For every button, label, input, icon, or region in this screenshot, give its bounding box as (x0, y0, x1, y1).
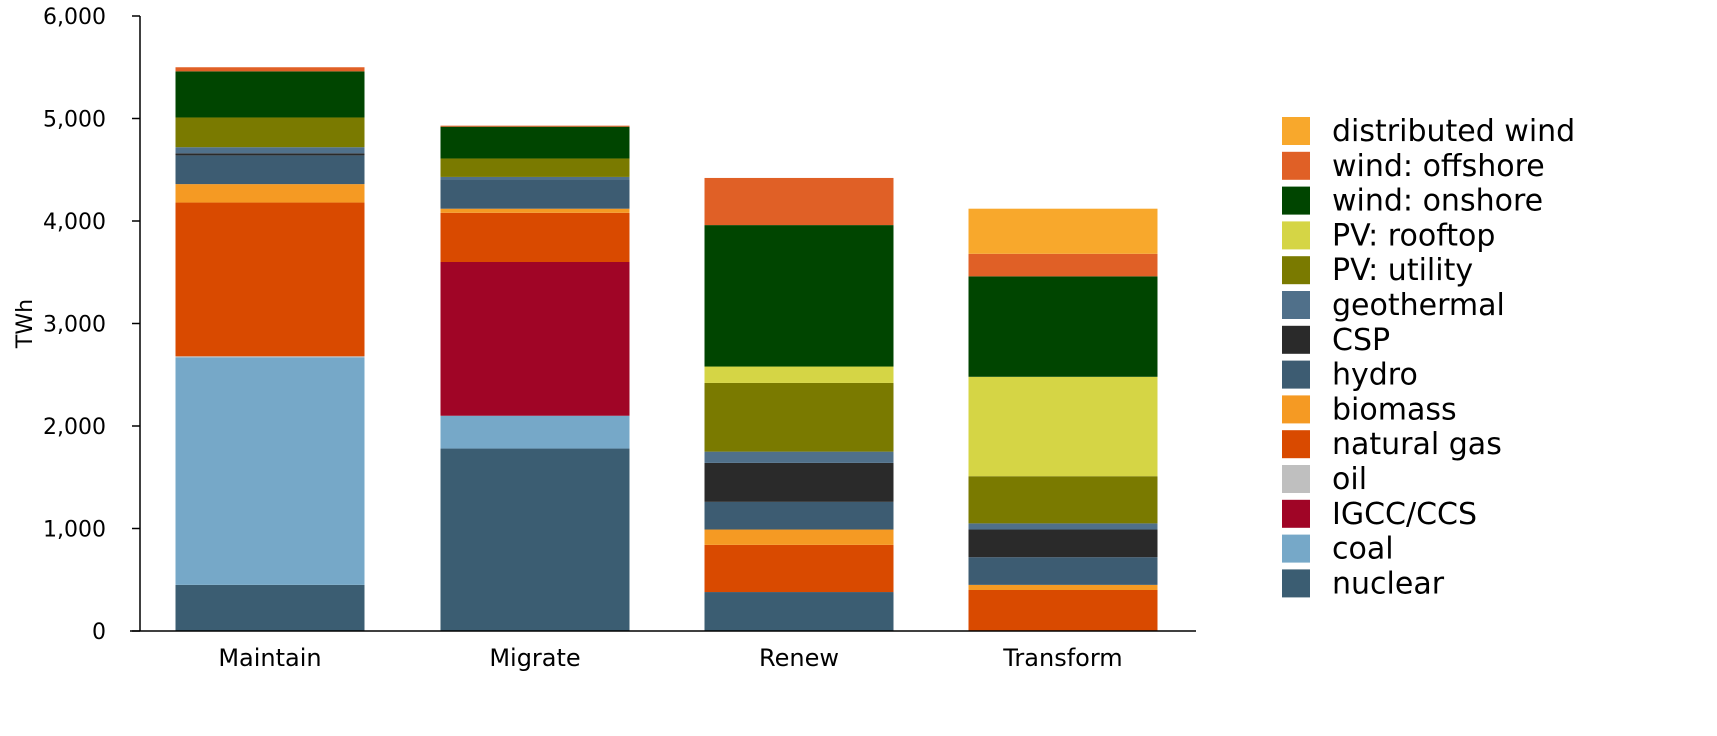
legend-label-wind-offshore: wind: offshore (1332, 149, 1545, 184)
x-category-label: Maintain (218, 644, 321, 672)
legend-swatch-hydro (1282, 360, 1310, 389)
bar-segment-maintain-natural-gas (175, 202, 365, 357)
bar-segment-migrate-coal (440, 415, 630, 449)
bar-segment-transform-natural-gas (968, 590, 1158, 631)
bar-segment-renew-hydro (704, 501, 894, 530)
bar-segment-transform-pv-rooftop (968, 376, 1158, 477)
y-tick-label: 0 (92, 620, 106, 645)
bar-segment-renew-wind-onshore (704, 225, 894, 367)
bar-segment-migrate-natural-gas (440, 212, 630, 262)
bar-segment-transform-distributed-wind (968, 208, 1158, 254)
legend-swatch-pv-rooftop (1282, 221, 1310, 250)
bar-segment-maintain-csp (175, 153, 365, 156)
legend-swatch-wind-offshore (1282, 151, 1310, 180)
bar-segment-maintain-nuclear (175, 584, 365, 631)
bar-segment-renew-pv-rooftop (704, 366, 894, 383)
bar-segment-maintain-oil (175, 356, 365, 358)
legend-label-pv-utility: PV: utility (1332, 253, 1473, 288)
legend-label-biomass: biomass (1332, 392, 1457, 427)
x-category-label: Transform (1002, 644, 1122, 672)
bar-segment-migrate-geothermal (440, 176, 630, 180)
y-tick-label: 1,000 (43, 518, 106, 543)
bar-segment-transform-pv-utility (968, 476, 1158, 524)
bar-segment-maintain-coal (175, 357, 365, 585)
bar-segment-migrate-igcc-ccs (440, 262, 630, 416)
legend-swatch-pv-utility (1282, 256, 1310, 285)
bar-segment-transform-csp (968, 529, 1158, 558)
legend-swatch-wind-onshore (1282, 186, 1310, 215)
legend-label-geothermal: geothermal (1332, 288, 1505, 323)
bar-segment-transform-hydro (968, 557, 1158, 585)
bar-segment-transform-wind-offshore (968, 253, 1158, 277)
bar-segment-maintain-wind-offshore (175, 67, 365, 72)
legend-swatch-csp (1282, 325, 1310, 354)
legend-swatch-nuclear (1282, 569, 1310, 598)
bar-segment-renew-natural-gas (704, 544, 894, 593)
x-category-label: Migrate (489, 644, 580, 672)
bar-segment-renew-csp (704, 462, 894, 502)
legend-swatch-igcc-ccs (1282, 499, 1310, 528)
y-tick-label: 2,000 (43, 415, 106, 440)
bar-segment-renew-nuclear (704, 592, 894, 631)
y-tick-label: 3,000 (43, 313, 106, 338)
bar-segment-migrate-pv-utility (440, 158, 630, 177)
x-category-labels: Maintain Migrate Renew Transform (218, 644, 1122, 672)
bar-segment-maintain-pv-utility (175, 117, 365, 148)
legend-swatch-natural-gas (1282, 430, 1310, 459)
bar-segment-renew-wind-offshore (704, 177, 894, 226)
bar-segment-migrate-wind-onshore (440, 126, 630, 159)
legend-label-igcc-ccs: IGCC/CCS (1332, 497, 1477, 532)
legend-swatch-biomass (1282, 395, 1310, 424)
y-tick-label: 5,000 (43, 108, 106, 133)
bar-segment-transform-geothermal (968, 523, 1158, 530)
legend-label-csp: CSP (1332, 323, 1390, 358)
bar-segment-maintain-wind-onshore (175, 71, 365, 118)
bar-segment-migrate-wind-offshore (440, 125, 630, 127)
bar-segment-maintain-hydro (175, 155, 365, 185)
bar-segment-transform-wind-onshore (968, 276, 1158, 377)
y-ticks: 0 1,000 2,000 3,000 4,000 5,000 6,000 (43, 5, 140, 645)
legend-label-nuclear: nuclear (1332, 566, 1445, 601)
legend-swatch-distributed-wind (1282, 117, 1310, 145)
legend-swatch-oil (1282, 465, 1310, 493)
bar-segment-transform-biomass (968, 584, 1158, 590)
x-category-label: Renew (759, 644, 839, 672)
legend-label-coal: coal (1332, 532, 1394, 567)
legend-label-oil: oil (1332, 462, 1367, 497)
bar-segment-maintain-geothermal (175, 147, 365, 154)
bars (175, 67, 1158, 631)
legend-label-wind-onshore: wind: onshore (1332, 184, 1543, 219)
bar-segment-maintain-biomass (175, 184, 365, 203)
y-tick-label: 6,000 (43, 5, 106, 30)
bar-segment-renew-geothermal (704, 451, 894, 463)
bar-segment-renew-pv-utility (704, 382, 894, 452)
y-tick-label: 4,000 (43, 210, 106, 235)
bar-segment-migrate-biomass (440, 208, 630, 213)
bar-segment-renew-biomass (704, 529, 894, 545)
legend-swatch-coal (1282, 534, 1310, 563)
bar-segment-migrate-nuclear (440, 448, 630, 631)
y-axis-title: TWh (13, 299, 38, 349)
legend-label-pv-rooftop: PV: rooftop (1332, 218, 1495, 253)
legend-label-natural-gas: natural gas (1332, 427, 1502, 462)
legend-swatch-geothermal (1282, 291, 1310, 319)
legend-label-distributed-wind: distributed wind (1332, 114, 1575, 149)
legend-label-hydro: hydro (1332, 358, 1418, 393)
bar-segment-migrate-hydro (440, 180, 630, 209)
